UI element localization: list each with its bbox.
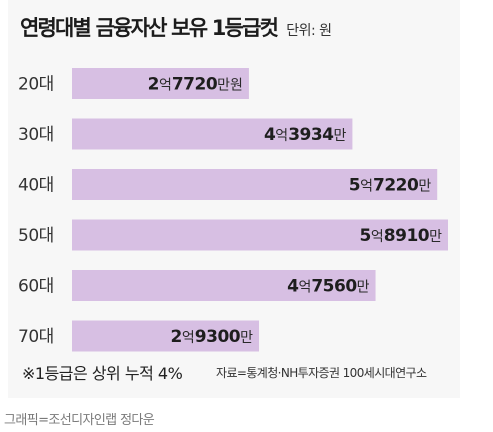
category-label: 20대 <box>18 75 54 95</box>
bar-70대 <box>72 320 260 352</box>
chart-title: 연령대별 금융자산 보유 1등급컷 <box>20 16 279 40</box>
graphic-credit: 그래픽=조선디자인랩 정다운 <box>4 413 155 428</box>
category-label: 30대 <box>18 125 54 145</box>
bar-20대 <box>72 68 249 99</box>
title-row: 연령대별 금융자산 보유 1등급컷 단위: 원 <box>20 12 332 42</box>
value-label: 4억3934만 <box>264 125 347 145</box>
category-label: 50대 <box>18 226 54 246</box>
value-label: 4억7560만 <box>287 277 370 297</box>
category-label: 40대 <box>18 176 54 196</box>
source-note: 자료=통계청·NH투자증권 100세시대연구소 <box>216 366 427 380</box>
bar-30대 <box>72 118 353 150</box>
bar-50대 <box>72 219 448 251</box>
value-label: 5억8910만 <box>360 226 443 246</box>
bar-60대 <box>72 270 376 301</box>
bar-40대 <box>72 169 438 200</box>
category-label: 70대 <box>18 327 54 347</box>
footnote: ※1등급은 상위 누적 4% <box>22 364 183 383</box>
category-label: 60대 <box>18 277 54 297</box>
value-label: 5억7220만 <box>349 176 432 196</box>
value-label: 2억9300만 <box>171 327 254 347</box>
value-label: 2억7720만원 <box>148 75 243 95</box>
unit-label: 단위: 원 <box>286 23 332 39</box>
